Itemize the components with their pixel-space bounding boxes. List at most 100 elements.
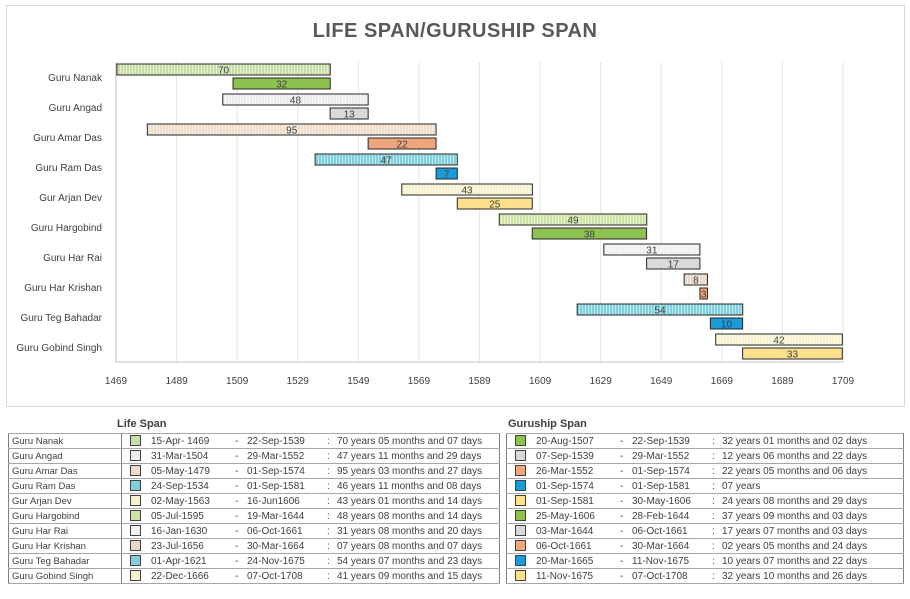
start-date: 25-May-1606 <box>533 508 617 524</box>
x-tick-label: 1689 <box>771 376 794 387</box>
colon: : <box>709 463 719 479</box>
duration: 37 years 09 months and 03 days <box>719 508 904 524</box>
colon: : <box>324 538 334 554</box>
guruship-span-label: 32 <box>276 80 288 91</box>
start-date: 16-Jan-1630 <box>148 523 232 539</box>
start-date: 06-Oct-1661 <box>533 538 617 554</box>
legend-swatch <box>129 555 141 567</box>
guruship-span-label: 10 <box>721 320 733 331</box>
start-date: 01-Apr-1621 <box>148 553 232 569</box>
guruship-span-bar <box>699 287 708 300</box>
end-date: 22-Sep-1539 <box>244 433 324 449</box>
legend-swatch <box>129 465 141 477</box>
legend-swatch <box>129 510 141 522</box>
guru-name: Guru Ram Das <box>8 478 122 494</box>
guru-name: Guru Har Krishan <box>8 538 122 554</box>
x-tick-label: 1569 <box>408 376 431 387</box>
category-label: Guru Har Krishan <box>24 283 102 294</box>
table-row: Guru Har Krishan 23-Jul-1656-30-Mar-1664:… <box>8 538 500 554</box>
start-date: 02-May-1563 <box>148 493 232 509</box>
duration: 41 years 09 months and 15 days <box>334 568 500 584</box>
life-span-label: 47 <box>381 156 393 167</box>
start-date: 20-Mar-1665 <box>533 553 617 569</box>
legend-swatch <box>514 540 526 552</box>
guru-name: Guru Angad <box>8 448 122 464</box>
end-date: 01-Sep-1574 <box>244 463 324 479</box>
legend-swatch <box>129 435 141 447</box>
guruship-span-label: 25 <box>489 200 501 211</box>
legend-swatch <box>514 525 526 537</box>
start-date: 07-Sep-1539 <box>533 448 617 464</box>
dash: - <box>232 568 244 584</box>
category-label: Guru Gobind Singh <box>16 343 102 354</box>
table-row: Guru Ram Das 24-Sep-1534-01-Sep-1581:46 y… <box>8 478 500 494</box>
x-tick-label: 1549 <box>347 376 370 387</box>
guruship-span-bar <box>329 107 369 120</box>
duration: 02 years 05 months and 24 days <box>719 538 904 554</box>
duration: 24 years 08 months and 29 days <box>719 493 904 509</box>
legend-swatch <box>129 495 141 507</box>
end-date: 06-Oct-1661 <box>244 523 324 539</box>
colon: : <box>709 508 719 524</box>
duration: 12 years 06 months and 22 days <box>719 448 904 464</box>
start-date: 23-Jul-1656 <box>148 538 232 554</box>
duration: 07 years 08 months and 07 days <box>334 538 500 554</box>
table-row: 01-Sep-1574-01-Sep-1581:07 years <box>506 478 904 494</box>
start-date: 26-Mar-1552 <box>533 463 617 479</box>
table-row: Guru Har Rai 16-Jan-1630-06-Oct-1661:31 y… <box>8 523 500 539</box>
guruship-span-bar <box>531 227 648 240</box>
table-row: 20-Mar-1665-11-Nov-1675:10 years 07 mont… <box>506 553 904 569</box>
start-date: 03-Mar-1644 <box>533 523 617 539</box>
legend-swatch <box>514 555 526 567</box>
colon: : <box>324 553 334 569</box>
x-tick-label: 1489 <box>165 376 188 387</box>
life-span-bar <box>576 303 744 316</box>
category-label: Guru Amar Das <box>33 133 102 144</box>
legend-swatch <box>514 450 526 462</box>
duration: 22 years 05 months and 06 days <box>719 463 904 479</box>
guru-name: Guru Teg Bahadar <box>8 553 122 569</box>
end-date: 24-Nov-1675 <box>244 553 324 569</box>
life-span-bar <box>401 183 533 196</box>
table-row: 06-Oct-1661-30-Mar-1664:02 years 05 mont… <box>506 538 904 554</box>
end-date: 30-Mar-1664 <box>629 538 709 554</box>
legend-swatch <box>514 480 526 492</box>
end-date: 16-Jun1606 <box>244 493 324 509</box>
table-row: Guru Nanak 15-Apr- 1469-22-Sep-1539:70 ye… <box>8 433 500 449</box>
colon: : <box>709 448 719 464</box>
table-row: 25-May-1606-28-Feb-1644:37 years 09 mont… <box>506 508 904 524</box>
start-date: 24-Sep-1534 <box>148 478 232 494</box>
legend-swatch <box>129 570 141 582</box>
duration: 17 years 07 months and 03 days <box>719 523 904 539</box>
colon: : <box>324 493 334 509</box>
start-date: 01-Sep-1574 <box>533 478 617 494</box>
dash: - <box>617 508 629 524</box>
table-row: 03-Mar-1644-06-Oct-1661:17 years 07 mont… <box>506 523 904 539</box>
start-date: 15-Apr- 1469 <box>148 433 232 449</box>
life-span-bar <box>116 63 331 76</box>
guruship-span-label: 33 <box>787 350 799 361</box>
dash: - <box>617 538 629 554</box>
table-row: 20-Aug-1507-22-Sep-1539:32 years 01 mont… <box>506 433 904 449</box>
guruship-span-label: 22 <box>397 140 409 151</box>
end-date: 30-May-1606 <box>629 493 709 509</box>
start-date: 31-Mar-1504 <box>148 448 232 464</box>
x-tick-label: 1669 <box>711 376 734 387</box>
start-date: 05-Jul-1595 <box>148 508 232 524</box>
table-row: Guru Angad 31-Mar-1504-29-Mar-1552:47 yea… <box>8 448 500 464</box>
life-span-label: 95 <box>286 126 298 137</box>
guru-name: Guru Hargobind <box>8 508 122 524</box>
colon: : <box>324 463 334 479</box>
life-span-label: 43 <box>462 186 474 197</box>
colon: : <box>324 523 334 539</box>
guruship-span-table: 20-Aug-1507-22-Sep-1539:32 years 01 mont… <box>506 433 904 584</box>
life-span-label: 54 <box>654 306 666 317</box>
dash: - <box>232 448 244 464</box>
table-row: Guru Hargobind 05-Jul-1595-19-Mar-1644:48… <box>8 508 500 524</box>
colon: : <box>709 478 719 494</box>
duration: 70 years 05 months and 07 days <box>334 433 500 449</box>
guruship-span-bar <box>367 137 437 150</box>
duration: 54 years 07 months and 23 days <box>334 553 500 569</box>
guruship-span-label: 38 <box>584 230 596 241</box>
x-tick-label: 1629 <box>590 376 613 387</box>
